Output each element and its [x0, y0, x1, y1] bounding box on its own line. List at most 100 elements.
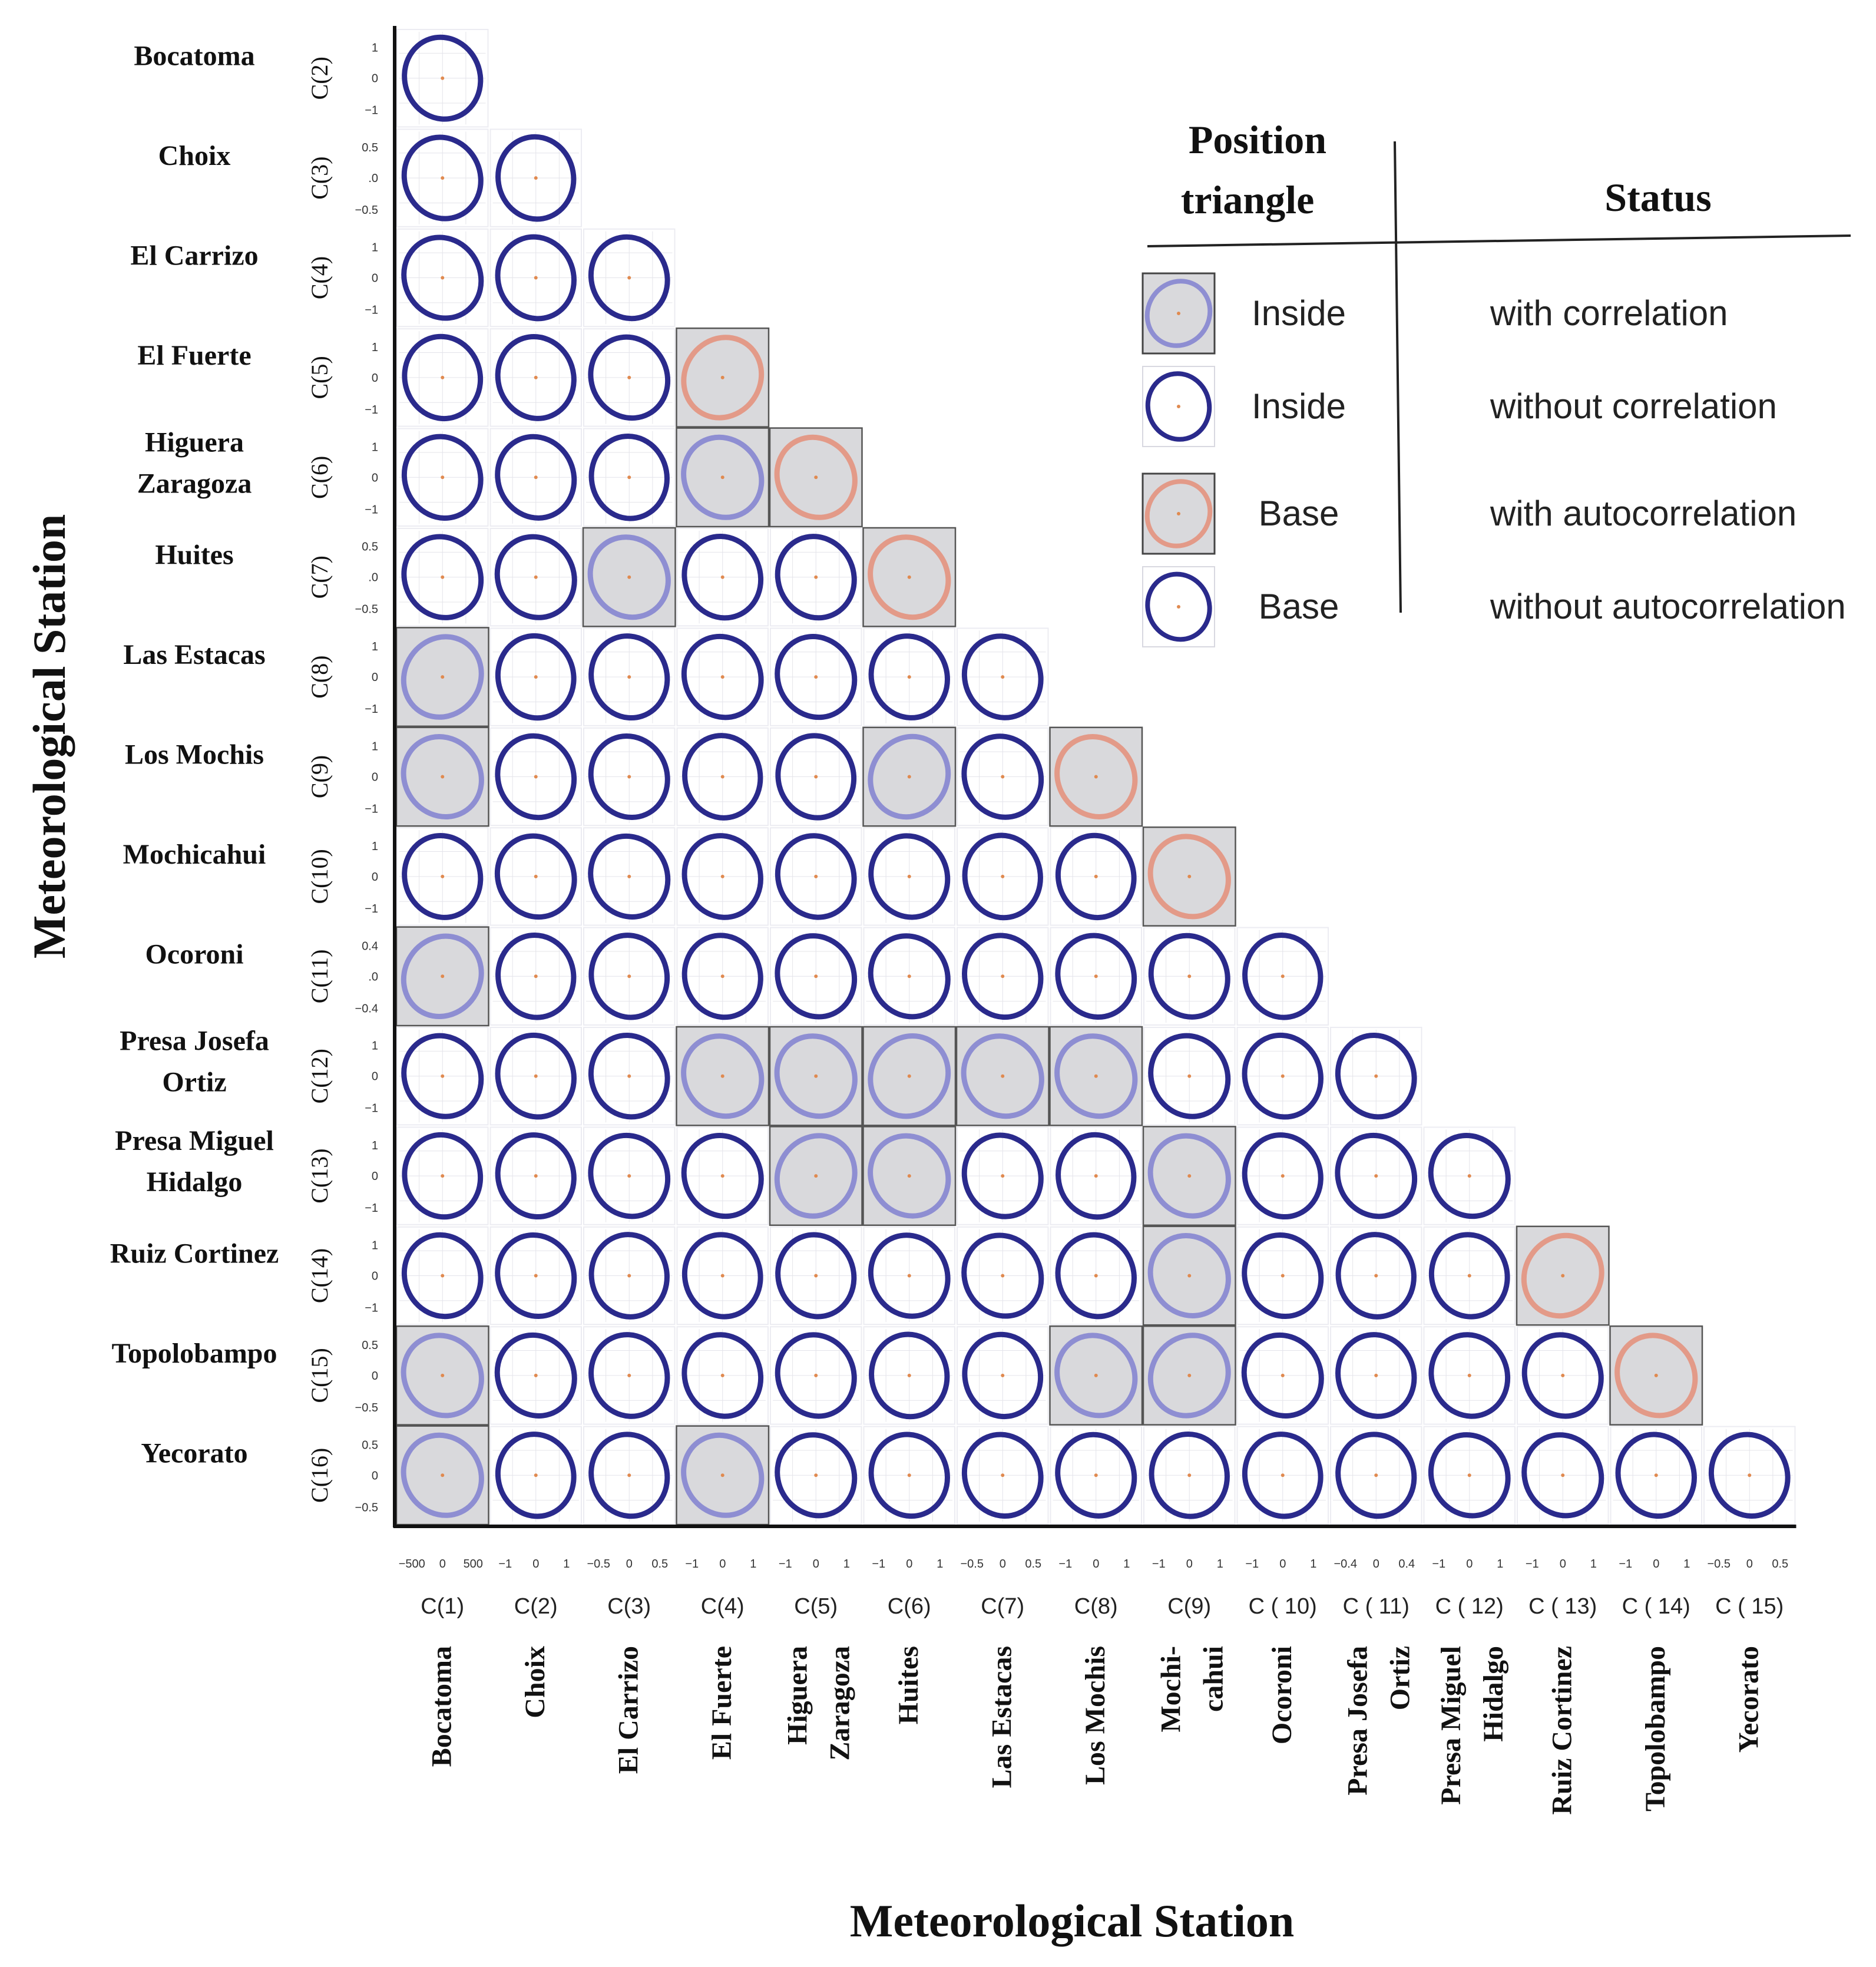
- row-code-label: C(10): [306, 849, 333, 904]
- row-tick-label: −1: [365, 703, 378, 716]
- legend-header-status: Status: [1604, 175, 1711, 220]
- column-tick-label: 0: [439, 1558, 446, 1571]
- center-dot: [1094, 1373, 1098, 1377]
- ellipse-mark: [1242, 1032, 1324, 1120]
- column-tick-label: 1: [1217, 1558, 1223, 1571]
- column-tick-label: 0: [719, 1558, 726, 1571]
- ellipse-mark: [961, 633, 1044, 720]
- column-station-label: Las Estacas: [986, 1646, 1017, 1788]
- matrix-cell: [676, 528, 769, 627]
- row-tick-label: 0: [372, 372, 378, 385]
- center-dot: [720, 1274, 724, 1278]
- center-dot: [627, 1074, 631, 1078]
- column-label-group: −1 0 1 C(4) El Fuerte: [685, 1558, 756, 1760]
- matrix-cell: [1423, 1126, 1516, 1225]
- row-tick-label: −0.5: [355, 603, 378, 616]
- column-code-label: C ( 10): [1249, 1594, 1317, 1619]
- matrix-cell: [1516, 1225, 1610, 1326]
- column-tick-label: 0: [1373, 1558, 1379, 1571]
- column-tick-label: 0: [1000, 1558, 1006, 1571]
- ellipse-mark: [495, 633, 577, 721]
- matrix-cell: [957, 927, 1049, 1026]
- row-label-group: Mochicahui C(10) 1 0 −1: [123, 839, 378, 915]
- ellipse-mark: [588, 1232, 670, 1320]
- center-dot: [907, 575, 911, 579]
- center-dot: [441, 675, 445, 679]
- matrix-cell: [770, 1226, 862, 1325]
- column-tick-label: −0.5: [587, 1558, 610, 1571]
- center-dot: [441, 176, 445, 180]
- center-dot: [534, 276, 538, 280]
- center-dot: [907, 874, 911, 878]
- center-dot: [907, 1074, 911, 1078]
- row-tick-label: 1: [372, 341, 378, 354]
- center-dot: [1001, 1074, 1005, 1078]
- column-code-label: C(4): [701, 1594, 745, 1619]
- ellipse-mark: [961, 733, 1044, 820]
- row-label-group: Topolobampo C(15) 0.5 0 −0.5: [111, 1338, 378, 1414]
- row-tick-label: −0.5: [355, 1401, 378, 1414]
- center-dot: [441, 974, 445, 978]
- matrix-cell: [770, 1426, 862, 1525]
- column-station-label: Mochi-: [1155, 1646, 1186, 1733]
- column-station-label: Zaragoza: [824, 1646, 855, 1761]
- ellipse-mark: [495, 733, 577, 821]
- column-station-label: Huites: [893, 1646, 924, 1724]
- center-dot: [1187, 1074, 1192, 1078]
- row-code-label: C(2): [306, 57, 333, 100]
- center-dot: [907, 974, 911, 978]
- center-dot: [1187, 974, 1192, 978]
- column-code-label: C ( 15): [1715, 1594, 1784, 1619]
- ellipse-mark: [681, 1033, 765, 1119]
- legend-status-label: without autocorrelation: [1490, 587, 1846, 626]
- matrix-cell: [955, 1026, 1050, 1126]
- center-dot: [1281, 974, 1285, 978]
- center-dot: [1187, 874, 1192, 878]
- matrix-cell: [863, 1226, 955, 1325]
- column-tick-label: −1: [1526, 1558, 1539, 1571]
- column-tick-label: 1: [843, 1558, 850, 1571]
- row-label-group: Los Mochis C(9) 1 0 −1: [125, 739, 378, 816]
- matrix-cell: [770, 927, 862, 1026]
- column-code-label: C(1): [421, 1594, 464, 1619]
- center-dot: [720, 675, 724, 679]
- matrix-cell: [957, 827, 1049, 926]
- column-label-group: −1 0 1 C ( 10) Ocoroni: [1245, 1558, 1316, 1744]
- center-dot: [441, 276, 445, 280]
- ellipse-mark: [775, 833, 857, 920]
- ellipse-mark: [494, 833, 577, 920]
- ellipse-mark: [401, 134, 484, 222]
- column-station-label: El Carrizo: [613, 1646, 644, 1774]
- row-code-label: C(11): [306, 949, 333, 1003]
- column-label-group: −1 0 1 C(6) Huites: [872, 1558, 943, 1724]
- ellipse-mark: [774, 434, 858, 520]
- matrix-cell: [583, 1226, 676, 1325]
- column-station-label: Yecorato: [1733, 1646, 1764, 1753]
- ellipse-mark: [401, 1232, 484, 1320]
- matrix-cell: [1050, 827, 1142, 926]
- ellipse-mark: [495, 1232, 577, 1320]
- row-tick-label: −1: [365, 902, 378, 915]
- matrix-cell: [583, 1426, 676, 1525]
- ellipse-mark: [681, 633, 764, 720]
- matrix-cell: [1330, 1027, 1422, 1126]
- center-dot: [1001, 675, 1005, 679]
- row-station-label: Huites: [155, 540, 233, 571]
- center-dot: [534, 475, 538, 480]
- center-dot: [1374, 1174, 1378, 1178]
- row-code-label: C(12): [306, 1049, 333, 1103]
- ellipse-mark: [401, 933, 484, 1019]
- ellipse-mark: [681, 1332, 764, 1419]
- matrix-cell: [395, 1325, 489, 1426]
- row-tick-label: −0.5: [355, 1501, 378, 1514]
- center-dot: [1001, 775, 1005, 779]
- matrix-cell: [1236, 927, 1329, 1026]
- row-station-label: El Carrizo: [130, 240, 258, 272]
- center-dot: [627, 575, 631, 579]
- ellipse-mark: [961, 1432, 1044, 1519]
- column-tick-label: −1: [1058, 1558, 1072, 1571]
- center-dot: [907, 1274, 911, 1278]
- center-dot: [1187, 1473, 1192, 1477]
- ellipse-mark: [588, 334, 671, 421]
- column-tick-label: 0: [1653, 1558, 1659, 1571]
